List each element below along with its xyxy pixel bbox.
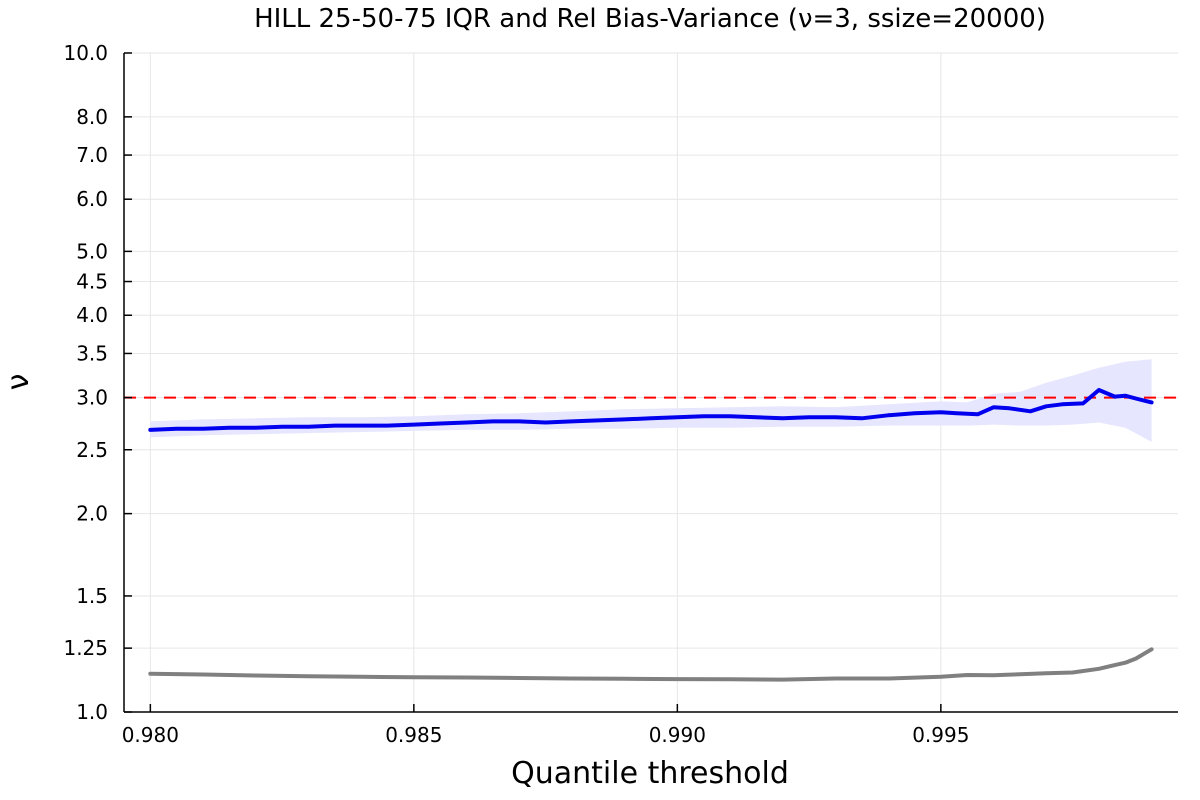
y-tick-label: 10.0 [63,41,108,65]
x-tick-label: 0.995 [912,723,969,747]
chart-title: HILL 25-50-75 IQR and Rel Bias-Variance … [254,4,1046,34]
y-tick-label: 6.0 [76,187,108,211]
x-tick-label: 0.980 [122,723,179,747]
y-tick-label: 1.5 [76,584,108,608]
x-axis-label: Quantile threshold [511,756,789,791]
y-tick-label: 3.0 [76,386,108,410]
iqr-band-layer [150,359,1152,442]
y-tick-label: 3.5 [76,341,108,365]
x-tick-label: 0.990 [649,723,706,747]
y-tick-label: 2.0 [76,502,108,526]
tick-labels: 0.980 0.985 0.990 0.995 1.0 1.25 1.5 2.0 2.5 3.0 3… [63,41,969,747]
y-tick-label: 7.0 [76,143,108,167]
series-layer [148,388,1154,682]
y-tick-label: 4.5 [76,270,108,294]
y-tick-label: 8.0 [76,105,108,129]
axes [123,52,1178,713]
y-tick-label: 4.0 [76,303,108,327]
x-tick-label: 0.985 [385,723,442,747]
iqr-band [150,359,1152,442]
y-tick-label: 1.0 [76,700,108,724]
y-tick-label: 1.25 [63,636,108,660]
grid [124,52,1178,713]
rel-bias-variance-line [148,647,1154,682]
y-tick-label: 2.5 [76,438,108,462]
median-line [148,388,1154,432]
y-tick-label: 5.0 [76,239,108,263]
y-axis-label: ν [1,374,36,391]
